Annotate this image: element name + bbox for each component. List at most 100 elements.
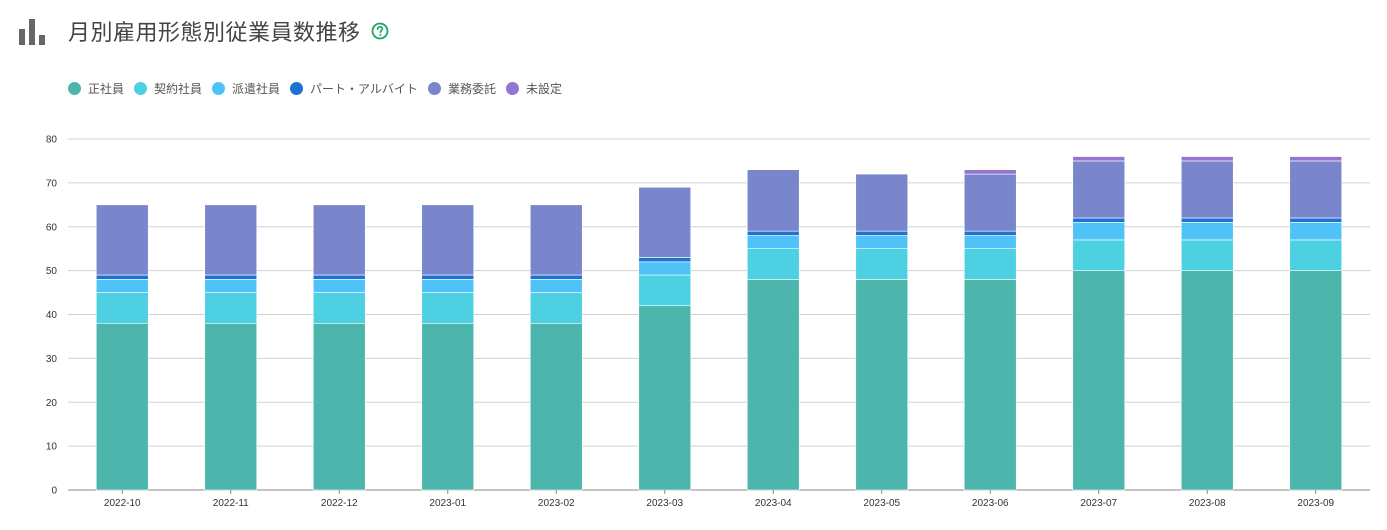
bar-segment[interactable] [204,279,258,293]
y-tick-label: 70 [46,178,58,189]
bar-segment[interactable] [1072,239,1126,271]
x-tick-label: 2023-07 [1080,498,1117,509]
bar-segment[interactable] [1180,217,1234,223]
bar-segment[interactable] [1180,270,1234,491]
bar-segment[interactable] [746,230,800,236]
legend-item[interactable]: 契約社員 [134,80,202,97]
bar-segment[interactable] [95,274,149,280]
bar-segment[interactable] [1289,239,1343,271]
bar-segment[interactable] [1180,156,1234,162]
legend-label: 契約社員 [154,82,203,96]
bar-segment[interactable] [529,274,583,280]
x-tick-label: 2023-05 [863,498,900,509]
x-tick-label: 2023-02 [538,498,575,509]
bar-segment[interactable] [746,235,800,249]
bar-segment[interactable] [1289,160,1343,219]
legend-item[interactable]: パート・アルバイト [290,80,418,97]
y-tick-label: 50 [46,266,58,277]
x-tick-label: 2023-09 [1297,498,1334,509]
bar-segment[interactable] [855,248,909,280]
legend-label: 派遣社員 [232,82,281,96]
bar-segment[interactable] [638,274,692,307]
legend-label: 正社員 [88,82,125,96]
chart-legend: 正社員 契約社員 派遣社員 パート・アルバイト 業務委託 未設定 [68,80,572,97]
x-tick-label: 2022-10 [104,498,141,509]
bar-segment[interactable] [1180,222,1234,241]
bar-segment[interactable] [963,235,1017,249]
legend-label: 未設定 [525,82,562,96]
bar-segment[interactable] [1289,156,1343,162]
legend-swatch [290,82,304,95]
bar-segment[interactable] [95,204,149,276]
bar-segment[interactable] [421,322,475,491]
bar-segment[interactable] [746,279,800,491]
bar-segment[interactable] [312,322,366,491]
bar-segment[interactable] [421,279,475,293]
y-tick-label: 0 [51,486,57,497]
bar-segment[interactable] [1072,156,1126,162]
bar-segment[interactable] [421,204,475,276]
bar-segment[interactable] [638,186,692,258]
bar-segment[interactable] [529,279,583,293]
bar-segment[interactable] [963,230,1017,236]
bar-segment[interactable] [638,261,692,276]
bar-segment[interactable] [529,292,583,324]
bar-chart-icon [19,19,45,45]
question-circle-icon[interactable] [371,22,389,40]
x-tick-label: 2022-12 [321,498,358,509]
y-tick-label: 20 [46,398,58,409]
bar-segment[interactable] [746,248,800,280]
legend-item[interactable]: 派遣社員 [212,80,280,97]
legend-item[interactable]: 未設定 [505,80,562,97]
bar-segment[interactable] [855,235,909,249]
bar-segment[interactable] [963,169,1017,175]
bar-segment[interactable] [421,292,475,324]
legend-item[interactable]: 業務委託 [427,80,496,97]
bar-segment[interactable] [312,204,366,276]
bar-segment[interactable] [1289,222,1343,241]
bar-segment[interactable] [204,292,258,324]
bar-segment[interactable] [204,274,258,280]
bar-segment[interactable] [95,322,149,491]
legend-swatch [427,82,441,95]
bar-segment[interactable] [638,257,692,263]
bar-segment[interactable] [1289,217,1343,223]
bar-segment[interactable] [421,274,475,280]
bar-segment[interactable] [312,279,366,293]
bar-segment[interactable] [1180,160,1234,219]
bar-segment[interactable] [963,173,1017,232]
legend-item[interactable]: 正社員 [68,80,124,97]
legend-label: 業務委託 [447,82,496,96]
bar-segment[interactable] [529,204,583,276]
legend-label: パート・アルバイト [310,82,418,96]
bar-segment[interactable] [204,204,258,276]
x-tick-label: 2022-11 [213,498,249,509]
bar-segment[interactable] [95,279,149,293]
bar-segment[interactable] [312,292,366,324]
x-tick-label: 2023-08 [1189,498,1226,509]
x-tick-label: 2023-06 [972,498,1009,509]
y-tick-label: 30 [46,354,58,365]
bar-segment[interactable] [855,279,909,491]
bar-segment[interactable] [312,274,366,280]
bar-segment[interactable] [963,248,1017,280]
bar-segment[interactable] [529,322,583,491]
bar-segment[interactable] [1072,270,1126,491]
chart-header: 月別雇用形態別従業員数推移 [18,14,389,48]
bar-segment[interactable] [204,322,258,491]
bar-segment[interactable] [855,173,909,232]
bar-segment[interactable] [95,292,149,324]
bar-segment[interactable] [1072,217,1126,223]
y-tick-label: 10 [46,442,58,453]
bar-segment[interactable] [1072,160,1126,219]
y-tick-label: 80 [46,135,58,146]
bar-segment[interactable] [855,230,909,236]
bar-segment[interactable] [1180,239,1234,271]
bar-segment[interactable] [638,305,692,491]
bar-segment[interactable] [1072,222,1126,241]
bar-segment[interactable] [963,279,1017,491]
bar-segment[interactable] [1289,270,1343,491]
bar-segment[interactable] [746,169,800,232]
legend-swatch [68,82,81,95]
